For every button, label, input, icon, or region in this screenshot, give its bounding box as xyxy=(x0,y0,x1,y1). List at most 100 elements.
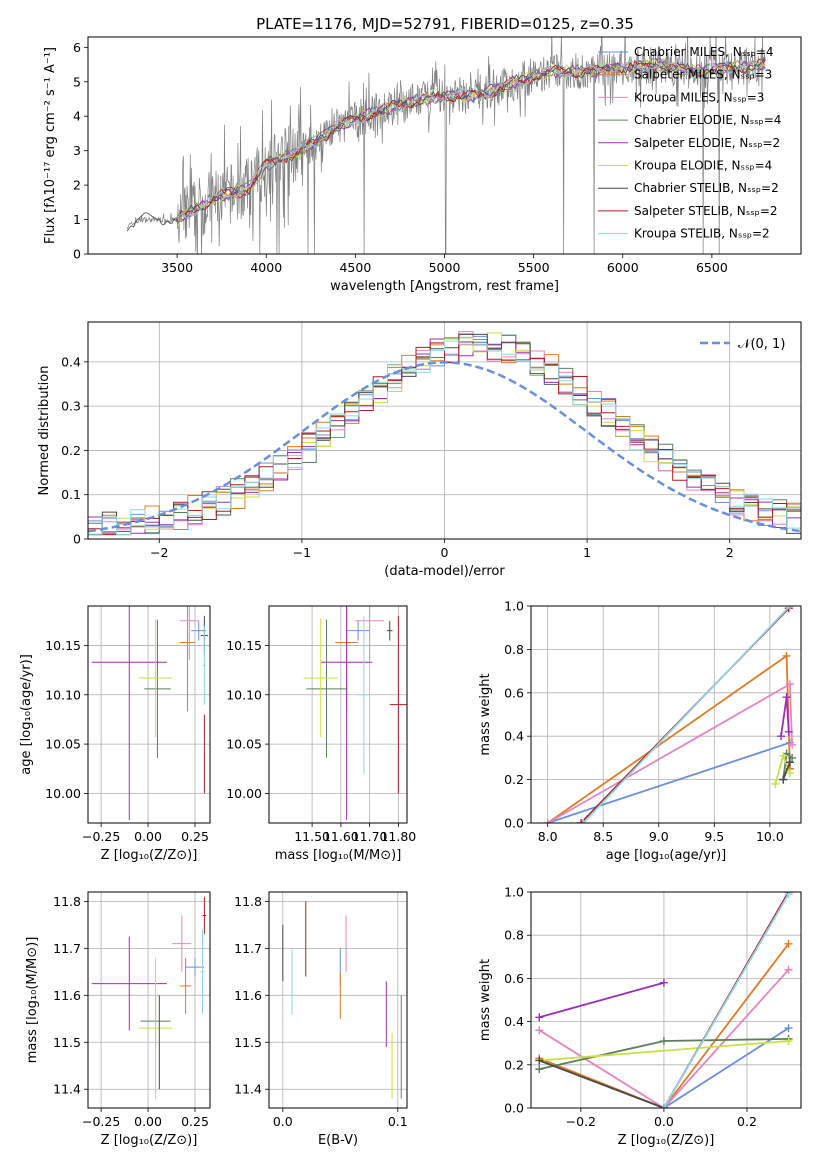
y-tick-label: 1.0 xyxy=(504,885,524,900)
data-point-3 xyxy=(355,606,384,661)
weight-marker xyxy=(785,769,794,778)
model-line-8 xyxy=(176,58,766,218)
y-tick-label: 0.0 xyxy=(504,816,524,831)
data-point-6 xyxy=(138,618,173,738)
model-line-4 xyxy=(176,57,766,223)
x-tick-label: 5000 xyxy=(429,260,461,275)
data-point-7 xyxy=(386,620,393,641)
data-point-4 xyxy=(144,619,171,758)
x-axis-label: Z [log₁₀(Z/Z⊙)] xyxy=(618,1133,715,1148)
histogram-legend: 𝒩(0, 1) xyxy=(700,337,785,352)
x-tick-label: −0.25 xyxy=(82,829,120,844)
x-axis-label: (data-model)/error xyxy=(384,564,505,579)
y-axis-label: mass weight xyxy=(478,673,493,755)
weight-marker xyxy=(784,727,793,736)
x-tick-label: 0.00 xyxy=(134,829,162,844)
legend-entry: Kroupa MILES, Nₛₛₚ=3 xyxy=(634,90,764,104)
spectrum-frame xyxy=(87,36,802,255)
y-tick-label: 10.05 xyxy=(226,737,262,752)
y-tick-label: 3 xyxy=(73,143,81,158)
data-point-1 xyxy=(191,620,207,641)
weight-series-9 xyxy=(579,606,794,823)
y-axis-label: age [log₁₀(age/yr)] xyxy=(19,654,34,775)
weight-line xyxy=(539,981,665,1019)
x-tick-label: 10.0 xyxy=(756,829,784,844)
y-tick-label: 0.2 xyxy=(504,1057,524,1072)
y-tick-label: 11.5 xyxy=(234,1035,262,1050)
y-tick-label: 10.10 xyxy=(226,687,262,702)
data-point-9 xyxy=(200,929,205,1015)
spectrum-plot-area xyxy=(126,37,766,254)
x-tick-label: 4000 xyxy=(250,260,282,275)
y-axis-label: Flux [fλ10⁻¹⁷ erg cm⁻² s⁻¹ A⁻¹] xyxy=(43,47,58,244)
y-tick-label: 11.8 xyxy=(234,894,262,909)
legend-entry: Chabrier STELIB, Nₛₛₚ=2 xyxy=(634,181,779,195)
residuals-plot-area xyxy=(88,331,801,536)
mass_vs_EBV-ticks: 0.0 0.1 11.4 11.5 11.6 11.7 11.8 E(B-V) xyxy=(234,894,408,1148)
x-tick-label: 4500 xyxy=(339,260,371,275)
y-tick-label: 0.4 xyxy=(61,354,81,369)
weight-series-7 xyxy=(779,758,794,784)
weight_vs_Z-plot-area xyxy=(535,892,793,1108)
y-axis-label: mass weight xyxy=(478,959,493,1041)
x-tick-label: 9.0 xyxy=(649,829,669,844)
x-tick-label: 2 xyxy=(726,545,734,560)
y-tick-label: 10.10 xyxy=(45,687,81,702)
weight-line xyxy=(547,741,791,823)
data-point-1 xyxy=(346,620,370,641)
x-tick-label: 0.0 xyxy=(273,1114,293,1129)
weight_vs_age-plot-area xyxy=(543,606,797,823)
x-axis-label: E(B-V) xyxy=(318,1133,358,1148)
x-tick-label: 8.5 xyxy=(593,829,613,844)
weight-marker xyxy=(535,1013,544,1022)
x-tick-label: 0.00 xyxy=(134,1114,162,1129)
age_vs_mass-plot-area xyxy=(303,606,407,821)
histogram-series-8 xyxy=(88,341,801,536)
weight-marker xyxy=(543,819,552,823)
y-tick-label: 0.1 xyxy=(61,487,81,502)
y-tick-label: 11.4 xyxy=(53,1082,81,1097)
mass_vs_Z-ticks: −0.25 0.00 0.25 11.4 11.5 11.6 11.7 11.8 Z [log₁… xyxy=(25,894,209,1148)
weight-series-5 xyxy=(535,978,668,1022)
y-tick-label: 4 xyxy=(73,109,81,124)
weight-marker xyxy=(577,819,585,823)
y-tick-label: 0 xyxy=(73,532,81,547)
y-tick-label: 1 xyxy=(73,212,81,227)
weight_vs_age-frame xyxy=(530,605,802,824)
y-axis-label: mass [log₁₀(M/M⊙)] xyxy=(25,937,40,1064)
weight-marker xyxy=(785,680,794,689)
y-tick-label: 5 xyxy=(73,74,81,89)
normal-reference-curve xyxy=(88,361,801,533)
weight-marker xyxy=(785,758,794,767)
weight-marker xyxy=(782,651,791,660)
age_vs_Z-frame xyxy=(87,605,211,824)
x-tick-label: 11.80 xyxy=(380,829,416,844)
y-tick-label: 2 xyxy=(73,178,81,193)
weight-line xyxy=(780,696,790,737)
x-tick-label: 6500 xyxy=(696,260,728,275)
data-point-8 xyxy=(389,615,407,794)
weight-marker xyxy=(784,939,793,948)
y-tick-label: 0.6 xyxy=(504,685,524,700)
histogram-series-9 xyxy=(88,340,801,536)
weight_vs_Z-ticks: −0.2 0.0 0.2 0.0 0.2 0.4 0.6 0.8 1.0 Z [log₁₀(Z/Z… xyxy=(478,885,757,1149)
x-tick-label: −2 xyxy=(150,545,168,560)
age_vs_Z-plot-area xyxy=(91,606,209,821)
y-tick-label: 11.6 xyxy=(53,988,81,1003)
x-tick-label: 0.0 xyxy=(654,1114,674,1129)
weight-marker xyxy=(659,1104,668,1108)
x-tick-label: 8.0 xyxy=(538,829,558,844)
weight-marker xyxy=(535,1026,544,1035)
weight-marker xyxy=(535,1056,544,1065)
x-tick-label: 0.1 xyxy=(388,1114,408,1129)
mass_vs_Z-axes xyxy=(88,892,210,1108)
x-axis-label: Z [log₁₀(Z/Z⊙)] xyxy=(101,848,198,863)
weight-series-5 xyxy=(777,693,793,741)
legend-entry: Salpeter STELIB, Nₛₛₚ=2 xyxy=(634,204,778,218)
y-tick-label: 0.2 xyxy=(504,772,524,787)
data-point-5 xyxy=(320,606,373,821)
y-tick-label: 1.0 xyxy=(504,599,524,614)
residuals-frame xyxy=(87,321,802,540)
weight-line xyxy=(782,761,791,780)
y-tick-label: 11.6 xyxy=(234,988,262,1003)
